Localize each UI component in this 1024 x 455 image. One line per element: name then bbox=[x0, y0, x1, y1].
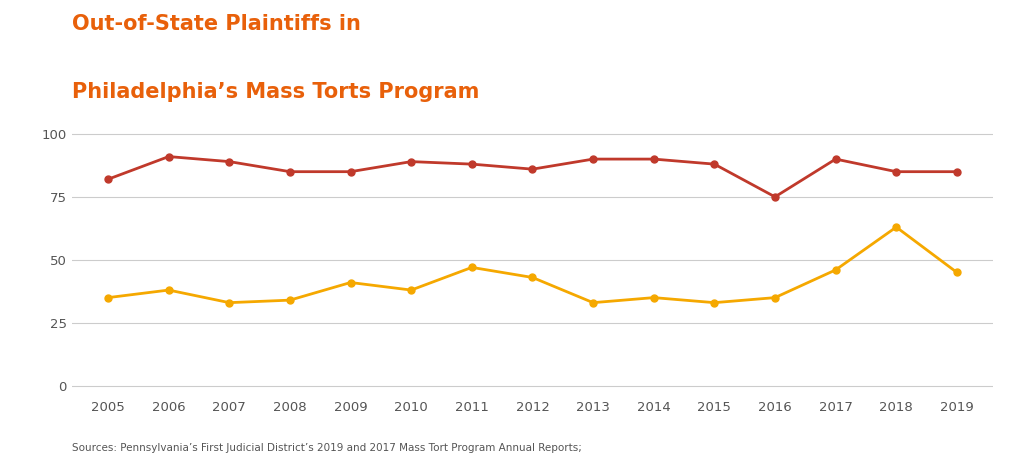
Text: Sources: Pennsylvania’s First Judicial District’s 2019 and 2017 Mass Tort Progra: Sources: Pennsylvania’s First Judicial D… bbox=[72, 443, 582, 453]
Text: Philadelphia’s Mass Torts Program: Philadelphia’s Mass Torts Program bbox=[72, 82, 479, 102]
Text: Out-of-State Plaintiffs in: Out-of-State Plaintiffs in bbox=[72, 14, 360, 34]
